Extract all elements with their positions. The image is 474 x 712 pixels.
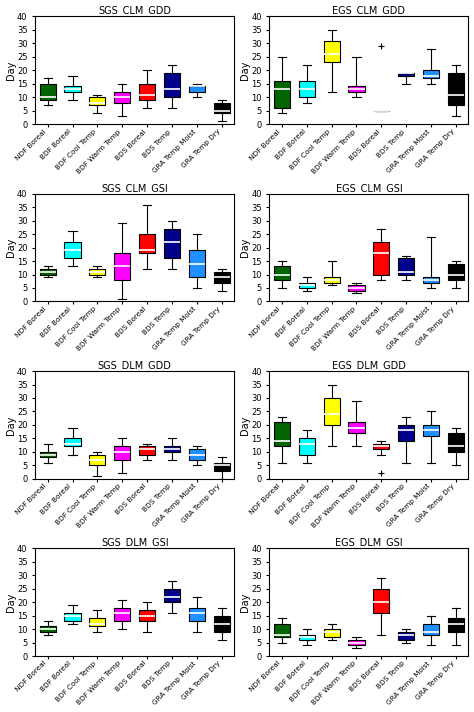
PathPatch shape xyxy=(348,286,365,290)
Title: EGS_CLM_GSI: EGS_CLM_GSI xyxy=(336,183,402,194)
PathPatch shape xyxy=(324,41,340,62)
Title: SGS_CLM_GSI: SGS_CLM_GSI xyxy=(101,183,168,194)
PathPatch shape xyxy=(114,92,130,103)
Y-axis label: Day: Day xyxy=(240,238,250,257)
PathPatch shape xyxy=(324,629,340,637)
PathPatch shape xyxy=(214,103,230,113)
PathPatch shape xyxy=(448,73,464,105)
PathPatch shape xyxy=(114,253,130,280)
PathPatch shape xyxy=(189,86,205,92)
Y-axis label: Day: Day xyxy=(240,61,250,80)
PathPatch shape xyxy=(214,616,230,632)
Title: SGS_CLM_GDD: SGS_CLM_GDD xyxy=(98,6,171,16)
PathPatch shape xyxy=(398,258,414,275)
Y-axis label: Day: Day xyxy=(240,592,250,612)
PathPatch shape xyxy=(299,439,315,454)
PathPatch shape xyxy=(448,618,464,632)
PathPatch shape xyxy=(324,398,340,425)
PathPatch shape xyxy=(64,439,81,446)
PathPatch shape xyxy=(164,73,180,98)
Title: EGS_DLM_GSI: EGS_DLM_GSI xyxy=(335,538,403,548)
PathPatch shape xyxy=(324,277,340,283)
Title: EGS_CLM_GDD: EGS_CLM_GDD xyxy=(332,6,405,16)
PathPatch shape xyxy=(299,634,315,640)
PathPatch shape xyxy=(139,446,155,454)
Title: SGS_DLM_GSI: SGS_DLM_GSI xyxy=(101,538,169,548)
PathPatch shape xyxy=(348,422,365,433)
PathPatch shape xyxy=(64,86,81,92)
PathPatch shape xyxy=(39,452,56,457)
PathPatch shape xyxy=(89,454,106,465)
PathPatch shape xyxy=(374,589,390,613)
PathPatch shape xyxy=(89,618,106,627)
PathPatch shape xyxy=(39,269,56,275)
PathPatch shape xyxy=(374,444,390,449)
PathPatch shape xyxy=(164,229,180,258)
PathPatch shape xyxy=(214,463,230,471)
PathPatch shape xyxy=(398,425,414,441)
PathPatch shape xyxy=(189,251,205,277)
PathPatch shape xyxy=(448,263,464,280)
Title: SGS_DLM_GDD: SGS_DLM_GDD xyxy=(98,360,172,371)
PathPatch shape xyxy=(139,610,155,621)
PathPatch shape xyxy=(274,81,290,108)
PathPatch shape xyxy=(114,607,130,621)
PathPatch shape xyxy=(64,242,81,258)
PathPatch shape xyxy=(374,242,390,275)
Y-axis label: Day: Day xyxy=(240,415,250,434)
Y-axis label: Day: Day xyxy=(6,415,16,434)
PathPatch shape xyxy=(423,624,439,634)
PathPatch shape xyxy=(398,73,414,75)
PathPatch shape xyxy=(164,446,180,452)
PathPatch shape xyxy=(139,234,155,253)
Title: EGS_DLM_GDD: EGS_DLM_GDD xyxy=(332,360,406,371)
PathPatch shape xyxy=(348,86,365,92)
PathPatch shape xyxy=(299,283,315,288)
PathPatch shape xyxy=(423,425,439,436)
PathPatch shape xyxy=(89,98,106,105)
PathPatch shape xyxy=(274,422,290,446)
Y-axis label: Day: Day xyxy=(6,238,16,257)
PathPatch shape xyxy=(348,640,365,645)
PathPatch shape xyxy=(274,266,290,280)
PathPatch shape xyxy=(89,269,106,275)
PathPatch shape xyxy=(448,433,464,452)
Y-axis label: Day: Day xyxy=(6,61,16,80)
PathPatch shape xyxy=(164,589,180,602)
PathPatch shape xyxy=(274,624,290,637)
PathPatch shape xyxy=(214,272,230,283)
Y-axis label: Day: Day xyxy=(6,592,16,612)
PathPatch shape xyxy=(114,446,130,460)
PathPatch shape xyxy=(139,84,155,100)
PathPatch shape xyxy=(189,449,205,460)
PathPatch shape xyxy=(64,613,81,621)
PathPatch shape xyxy=(423,70,439,78)
PathPatch shape xyxy=(423,277,439,283)
PathPatch shape xyxy=(299,81,315,98)
PathPatch shape xyxy=(398,632,414,640)
PathPatch shape xyxy=(39,84,56,100)
PathPatch shape xyxy=(39,627,56,632)
PathPatch shape xyxy=(189,607,205,621)
